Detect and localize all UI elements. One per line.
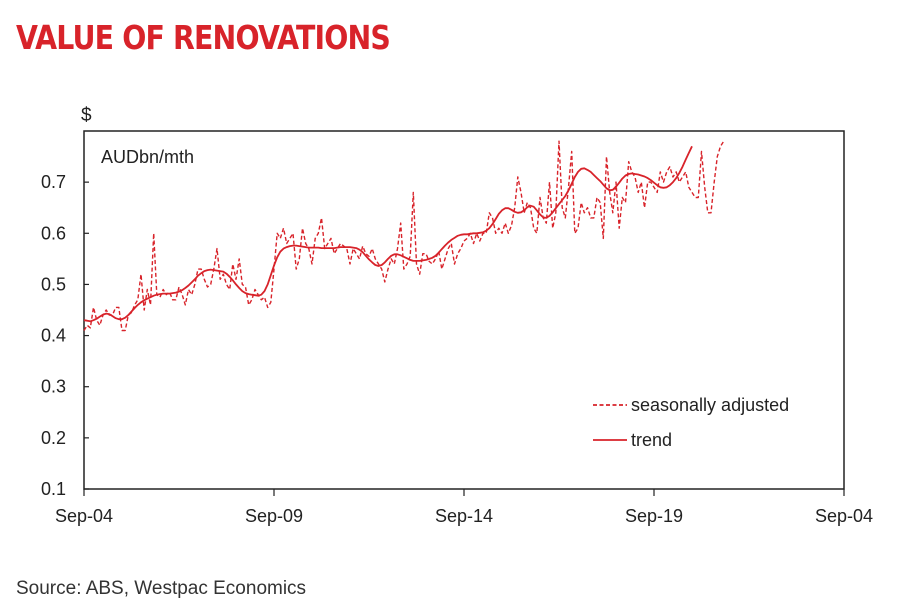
y-tick-label: 0.1	[41, 479, 66, 499]
series-line-trend	[83, 145, 693, 323]
series-layer	[83, 140, 725, 332]
y-axis: 0.1 0.2 0.3 0.4 0.5 0.6 0.7	[41, 172, 89, 499]
chart-title: VALUE OF RENOVATIONS	[16, 18, 391, 57]
plot-frame	[83, 130, 845, 490]
series-line-seasonally-adjusted	[83, 140, 725, 332]
source-note: Source: ABS, Westpac Economics	[16, 578, 307, 599]
legend: seasonally adjusted trend	[593, 395, 789, 450]
legend-label: seasonally adjusted	[631, 395, 789, 415]
y-tick-label: 0.6	[41, 223, 66, 243]
x-tick-label: Sep-09	[245, 506, 303, 526]
legend-label: trend	[631, 430, 672, 450]
x-tick-label: Sep-04	[55, 506, 113, 526]
x-tick-label: Sep-14	[435, 506, 493, 526]
y-tick-label: 0.5	[41, 274, 66, 294]
y-axis-unit-label: $	[81, 105, 92, 126]
x-tick-label: Sep-04	[815, 506, 873, 526]
series-unit-label: AUDbn/mth	[101, 147, 194, 167]
y-tick-label: 0.7	[41, 172, 66, 192]
y-tick-label: 0.4	[41, 326, 66, 346]
x-tick-label: Sep-19	[625, 506, 683, 526]
y-tick-label: 0.3	[41, 377, 66, 397]
x-axis: Sep-04 Sep-09 Sep-14 Sep-19 Sep-04	[55, 489, 873, 526]
y-tick-label: 0.2	[41, 428, 66, 448]
